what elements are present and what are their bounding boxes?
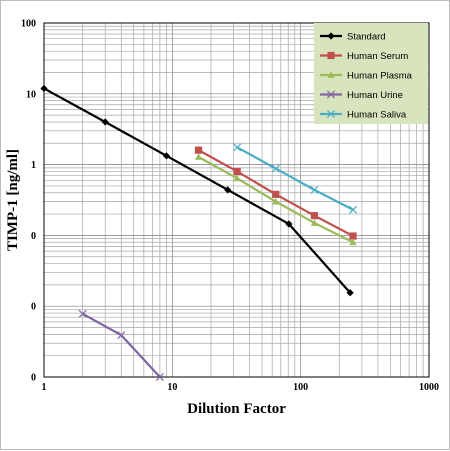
data-point <box>326 90 336 99</box>
data-point <box>349 205 358 214</box>
data-point-stroke <box>155 372 164 382</box>
series-human-plasma <box>194 153 357 246</box>
series-human-saliva <box>233 143 358 214</box>
data-point-stroke <box>78 309 87 318</box>
data-point <box>310 219 319 226</box>
data-point <box>162 152 171 160</box>
y-axis-title: TIMP-1 [ng/ml] <box>5 149 21 251</box>
series-line <box>43 87 351 294</box>
series-human-urine <box>78 309 164 382</box>
x-tick-label: 100 <box>293 382 308 393</box>
legend-label: Human Plasma <box>347 71 413 82</box>
y-tick-label: 0 <box>31 302 36 313</box>
series-layer <box>40 84 358 382</box>
legend-label: Standard <box>347 32 386 43</box>
plot-area <box>43 22 430 378</box>
data-point <box>40 84 48 93</box>
y-tick-label: 10 <box>26 89 36 100</box>
data-point <box>272 190 280 198</box>
data-point-stroke <box>349 205 358 214</box>
data-point <box>346 289 354 297</box>
data-point-stroke <box>271 164 280 173</box>
data-point <box>285 220 293 228</box>
data-point <box>233 174 241 182</box>
data-point <box>194 153 203 160</box>
data-point <box>327 51 335 60</box>
data-point-stroke <box>326 109 336 119</box>
data-point <box>117 331 126 340</box>
data-point <box>326 109 336 119</box>
data-point <box>78 309 87 318</box>
legend-item: Human Serum <box>320 51 408 62</box>
legend-box <box>314 23 428 124</box>
y-tick-label: 0 <box>31 373 36 384</box>
legend-item: Human Saliva <box>320 110 407 121</box>
data-point-stroke <box>117 331 126 340</box>
data-point <box>224 186 232 194</box>
data-point <box>233 167 241 176</box>
legend: Standard Human Serum Human Plasma Human Uri… <box>314 23 428 124</box>
data-point-stroke <box>310 185 319 194</box>
series-line <box>236 146 354 211</box>
data-point <box>155 372 164 382</box>
legend-item: Human Urine <box>320 90 403 101</box>
data-point <box>101 118 109 126</box>
data-point <box>233 143 242 152</box>
legend-item: Standard <box>320 32 386 43</box>
legend-label: Human Urine <box>347 90 403 101</box>
legend-label: Human Serum <box>347 51 408 62</box>
data-point <box>327 71 335 78</box>
data-point-stroke <box>233 143 242 152</box>
y-tick-label: 1 <box>31 160 36 171</box>
data-point <box>310 212 319 220</box>
grid-layer <box>44 23 429 377</box>
data-point <box>310 185 319 194</box>
x-tick-label: 1000 <box>419 382 439 393</box>
legend-item: Human Plasma <box>320 71 413 82</box>
y-tick-label: 100 <box>21 19 36 30</box>
y-tick-label: 0 <box>31 231 36 242</box>
data-point <box>194 146 203 154</box>
x-axis-title: Dilution Factor <box>187 401 286 417</box>
data-point <box>349 238 357 246</box>
x-tick-label: 1 <box>42 382 47 393</box>
data-point <box>349 232 357 240</box>
data-point <box>272 198 280 205</box>
data-point <box>271 164 280 173</box>
series-human-serum <box>194 146 357 240</box>
data-point <box>327 32 335 40</box>
legend-label: Human Saliva <box>347 110 407 121</box>
series-standard <box>40 84 354 297</box>
data-point-stroke <box>326 90 336 99</box>
x-tick-label: 10 <box>167 382 177 393</box>
